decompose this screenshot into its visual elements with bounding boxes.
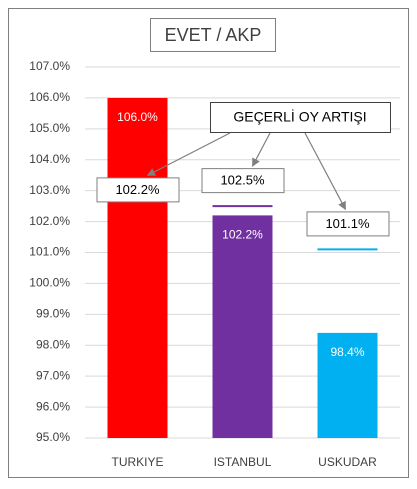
y-tick-label: 99.0% — [36, 307, 70, 321]
data-label: 102.2% — [222, 228, 263, 242]
y-tick-label: 102.0% — [29, 214, 70, 228]
y-tick-label: 101.0% — [29, 245, 70, 259]
y-tick-label: 103.0% — [29, 183, 70, 197]
title-box — [150, 18, 276, 52]
x-tick-label: TURKIYE — [111, 455, 163, 469]
y-tick-label: 107.0% — [29, 59, 70, 73]
y-tick-label: 96.0% — [36, 399, 70, 413]
bar — [317, 332, 378, 438]
annotation-box — [210, 102, 391, 133]
marker-label-box — [306, 211, 390, 237]
y-tick-label: 105.0% — [29, 121, 70, 135]
bar — [107, 97, 168, 439]
y-tick-label: 104.0% — [29, 152, 70, 166]
y-tick-label: 100.0% — [29, 276, 70, 290]
marker-label: 102.2% — [115, 182, 160, 197]
annotation-arrow — [251, 132, 271, 167]
x-tick-label: USKUDAR — [318, 455, 377, 469]
annotation: GEÇERLİ OY ARTIŞI — [233, 108, 366, 125]
marker-label: 102.5% — [220, 173, 265, 188]
annotation-arrow — [304, 132, 347, 211]
annotation-arrow — [146, 132, 231, 176]
data-label: 106.0% — [117, 110, 158, 124]
y-tick-label: 106.0% — [29, 90, 70, 104]
y-tick-label: 98.0% — [36, 337, 70, 351]
marker-label-box — [201, 168, 285, 194]
bar — [212, 215, 273, 438]
chart-title: EVET / AKP — [165, 25, 262, 45]
y-tick-label: 97.0% — [36, 368, 70, 382]
marker-label: 101.1% — [325, 216, 370, 231]
y-tick-label: 95.0% — [36, 430, 70, 444]
marker-label-box — [96, 177, 180, 203]
data-label: 98.4% — [330, 345, 364, 359]
x-tick-label: ISTANBUL — [214, 455, 272, 469]
